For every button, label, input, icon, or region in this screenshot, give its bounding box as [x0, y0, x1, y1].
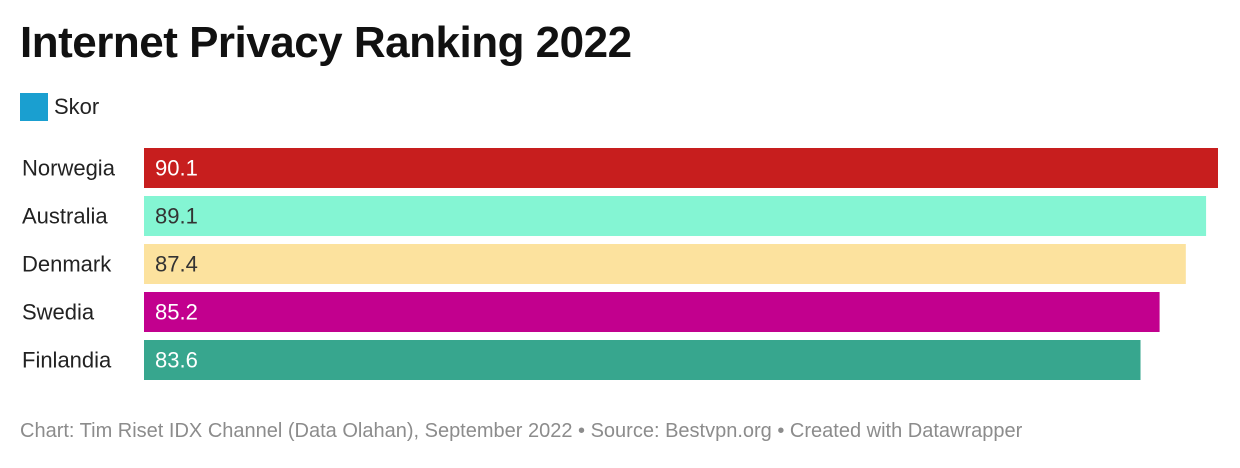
category-label: Australia — [22, 204, 108, 229]
bar — [144, 292, 1160, 332]
value-label: 90.1 — [155, 156, 198, 181]
category-label: Norwegia — [22, 156, 116, 181]
category-label: Swedia — [22, 300, 95, 325]
value-label: 83.6 — [155, 348, 198, 373]
legend-swatch — [20, 93, 48, 121]
category-label: Denmark — [22, 252, 112, 277]
value-label: 85.2 — [155, 300, 198, 325]
bar — [144, 340, 1141, 380]
bar — [144, 196, 1207, 236]
legend: Skor — [20, 93, 99, 121]
category-label: Finlandia — [22, 348, 112, 373]
value-label: 87.4 — [155, 252, 198, 277]
bar — [144, 244, 1186, 284]
chart-title: Internet Privacy Ranking 2022 — [20, 18, 632, 67]
chart-footer: Chart: Tim Riset IDX Channel (Data Olaha… — [20, 420, 1023, 442]
legend-label: Skor — [54, 94, 100, 119]
value-label: 89.1 — [155, 204, 198, 229]
bar — [144, 148, 1218, 188]
